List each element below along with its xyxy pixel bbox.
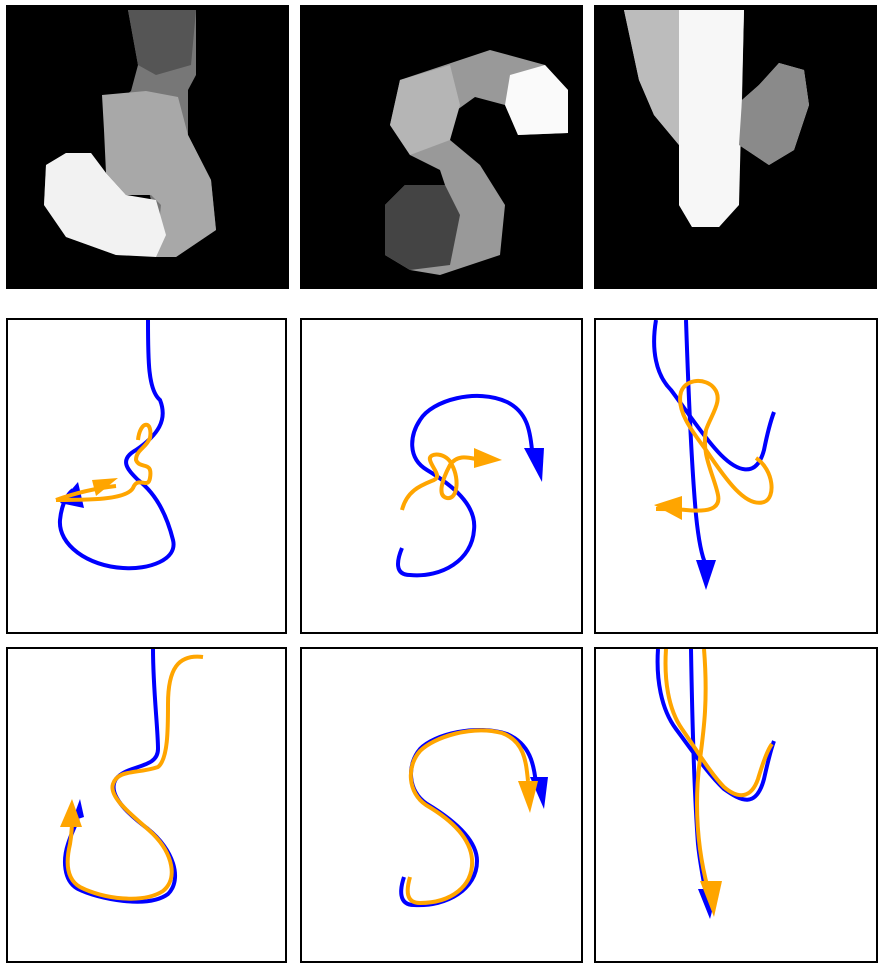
- glyph-image-2: [300, 5, 583, 289]
- trajectory-panel-3-2: [300, 647, 583, 963]
- glyph-image-1: [6, 5, 289, 289]
- trajectory-panel-2-2: [300, 318, 583, 634]
- trajectory-panel-3-3: [594, 647, 878, 963]
- trajectory-panel-2-3: [594, 318, 878, 634]
- glyph-image-3: [594, 5, 877, 289]
- trajectory-panel-2-1: [6, 318, 287, 634]
- trajectory-panel-3-1: [6, 647, 287, 963]
